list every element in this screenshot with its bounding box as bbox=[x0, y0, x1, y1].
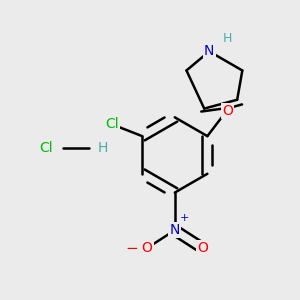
Text: Cl: Cl bbox=[106, 117, 119, 131]
Text: O: O bbox=[197, 241, 208, 255]
Text: +: + bbox=[180, 213, 189, 224]
Text: O: O bbox=[222, 104, 232, 118]
Text: Cl: Cl bbox=[39, 141, 53, 155]
Text: O: O bbox=[142, 241, 152, 255]
Text: −: − bbox=[126, 241, 139, 256]
Text: N: N bbox=[204, 44, 214, 58]
Text: H: H bbox=[97, 141, 108, 155]
Text: N: N bbox=[169, 223, 180, 237]
Text: H: H bbox=[222, 32, 232, 45]
